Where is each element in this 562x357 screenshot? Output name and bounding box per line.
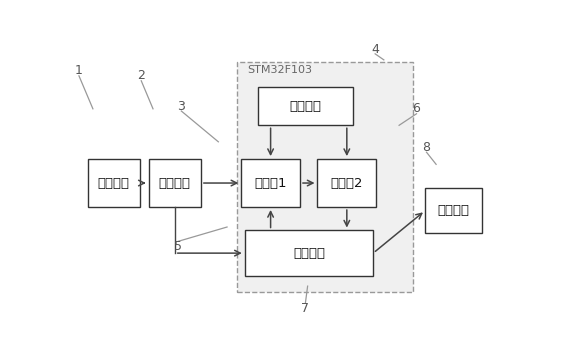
Text: 信号输入: 信号输入 [98,176,130,190]
Bar [244,231,373,276]
Text: 7: 7 [301,302,310,315]
Bar [318,159,376,207]
Text: 1: 1 [75,64,83,77]
Text: 4: 4 [371,43,379,56]
Bar [257,87,353,125]
Bar [425,188,482,233]
Text: 6: 6 [413,102,420,115]
Text: 输出显示: 输出显示 [438,204,469,217]
Bar [88,159,140,207]
Text: 设置初值: 设置初值 [289,100,321,112]
Text: 3: 3 [178,100,185,112]
Text: 定时剸2: 定时剸2 [330,176,363,190]
Bar [241,159,300,207]
Text: 2: 2 [137,69,145,82]
Text: 8: 8 [423,141,430,154]
Text: 程序处理: 程序处理 [293,247,325,260]
Text: STM32F103: STM32F103 [247,65,312,75]
Bar [237,62,414,292]
Bar [148,159,201,207]
Text: 光耦整形: 光耦整形 [159,176,191,190]
Text: 定时剸1: 定时剸1 [255,176,287,190]
Text: 5: 5 [174,240,182,253]
